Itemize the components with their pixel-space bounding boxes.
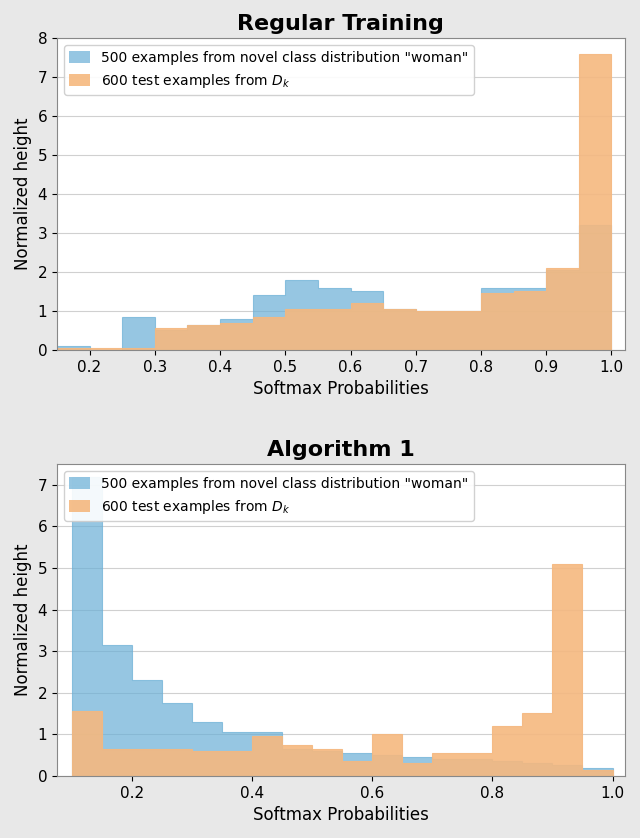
Y-axis label: Normalized height: Normalized height <box>14 544 32 696</box>
Title: Algorithm 1: Algorithm 1 <box>267 440 415 460</box>
Legend: 500 examples from novel class distribution "woman", 600 test examples from $D_k$: 500 examples from novel class distributi… <box>64 45 474 96</box>
Legend: 500 examples from novel class distribution "woman", 600 test examples from $D_k$: 500 examples from novel class distributi… <box>64 471 474 521</box>
X-axis label: Softmax Probabilities: Softmax Probabilities <box>253 806 429 824</box>
Y-axis label: Normalized height: Normalized height <box>14 118 32 271</box>
Title: Regular Training: Regular Training <box>237 14 444 34</box>
X-axis label: Softmax Probabilities: Softmax Probabilities <box>253 380 429 398</box>
